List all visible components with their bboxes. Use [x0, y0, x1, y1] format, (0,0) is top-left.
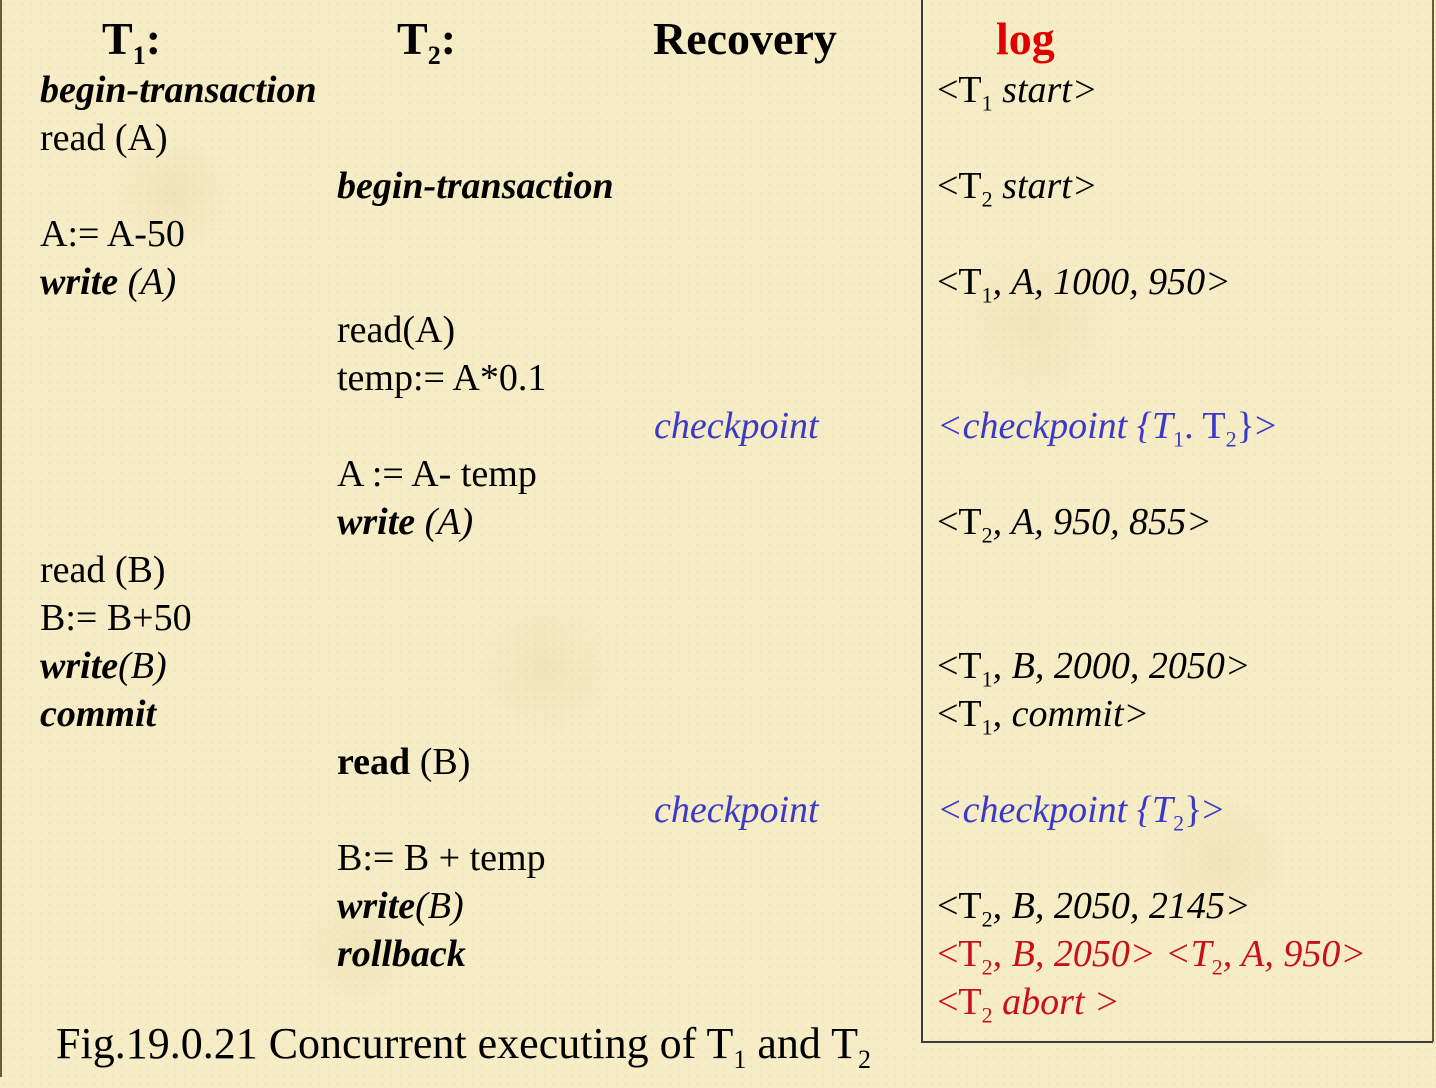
- header-recovery: Recovery: [653, 13, 837, 64]
- t1-assign-a: A:= A-50: [40, 213, 185, 255]
- t1-read-a: read (A): [40, 117, 168, 159]
- log-undo-records: <T2, B, 2050> <T2, A, 950>: [937, 933, 1366, 980]
- t1-write-a: write (A): [40, 261, 177, 303]
- t2-read-a: read(A): [337, 309, 456, 351]
- t1-assign-b: B:= B+50: [40, 597, 192, 639]
- header-log: log: [996, 13, 1055, 64]
- log-t2-write-a: <T2, A, 950, 855>: [937, 501, 1212, 548]
- t2-write-a: write (A): [337, 501, 474, 543]
- log-checkpoint-1: <checkpoint {T1. T2}>: [937, 405, 1277, 452]
- log-t2-start: <T2 start>: [937, 165, 1098, 212]
- t2-temp: temp:= A*0.1: [337, 357, 547, 399]
- recovery-checkpoint-1: checkpoint: [654, 405, 819, 447]
- log-t1-write-a: <T1, A, 1000, 950>: [937, 261, 1231, 308]
- t2-assign-a: A := A- temp: [337, 453, 537, 495]
- log-t1-start: <T1 start>: [937, 69, 1098, 116]
- log-column-divider: [921, 0, 923, 1042]
- header-t2: T2:: [397, 13, 457, 71]
- log-t2-write-b: <T2, B, 2050, 2145>: [937, 885, 1251, 932]
- log-t1-write-b: <T1, B, 2000, 2050>: [937, 645, 1251, 692]
- t1-begin-transaction: begin-transaction: [40, 69, 317, 111]
- t1-commit: commit: [40, 693, 157, 735]
- header-t1: T1:: [102, 13, 162, 71]
- t2-read-b: read (B): [337, 741, 471, 783]
- log-column-right-border: [1432, 0, 1434, 1042]
- log-t1-commit: <T1, commit>: [937, 693, 1150, 740]
- t2-write-b: write(B): [337, 885, 464, 927]
- t2-rollback: rollback: [337, 933, 466, 975]
- log-checkpoint-2: <checkpoint {T2}>: [937, 789, 1224, 836]
- log-t2-abort: <T2 abort >: [937, 981, 1120, 1028]
- t2-assign-b: B:= B + temp: [337, 837, 546, 879]
- log-column-bottom-border: [921, 1041, 1433, 1043]
- figure-caption: Fig.19.0.21 Concurrent executing of T1 a…: [56, 1019, 872, 1074]
- t1-write-b: write(B): [40, 645, 167, 687]
- t1-read-b: read (B): [40, 549, 166, 591]
- t2-begin-transaction: begin-transaction: [337, 165, 614, 207]
- recovery-checkpoint-2: checkpoint: [654, 789, 819, 831]
